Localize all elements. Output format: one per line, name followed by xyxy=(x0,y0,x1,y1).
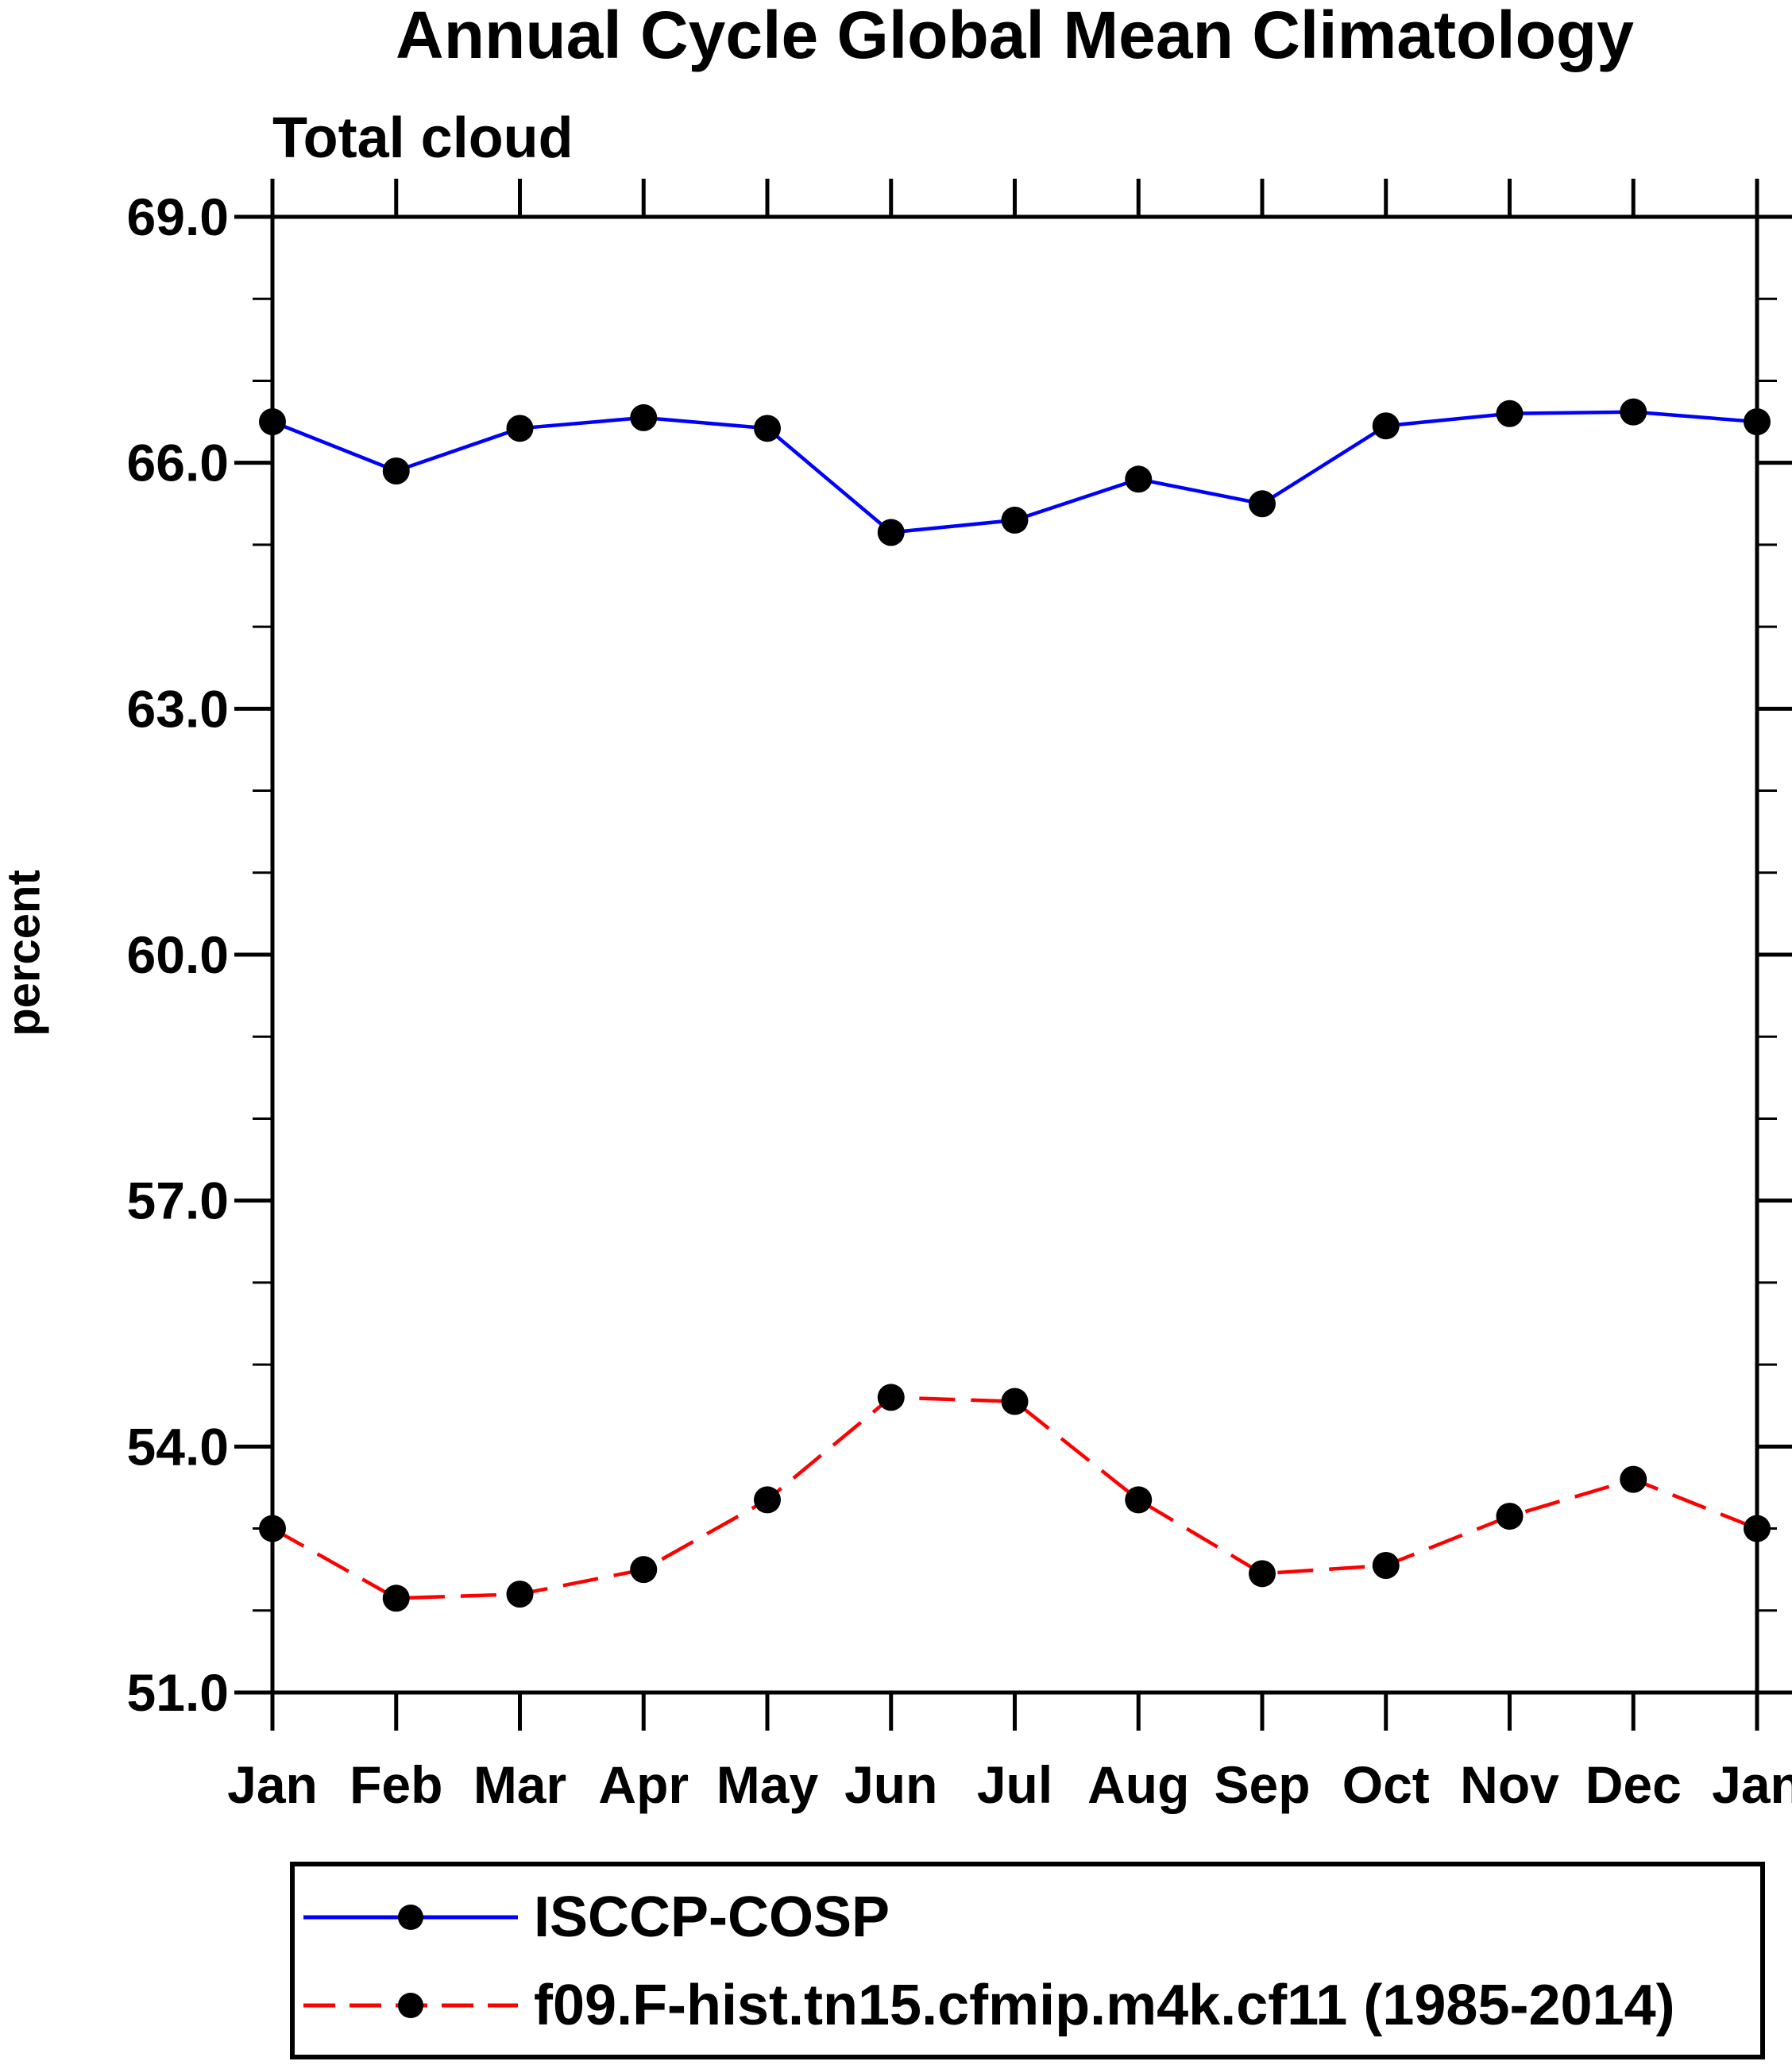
legend-marker xyxy=(398,1993,423,2018)
y-tick-label: 51.0 xyxy=(127,1663,229,1722)
y-tick-label: 63.0 xyxy=(127,679,229,738)
x-tick-label: Jan xyxy=(227,1755,318,1814)
legend-marker xyxy=(398,1905,423,1930)
x-tick-label: Jul xyxy=(977,1755,1052,1814)
data-point-marker xyxy=(1372,1552,1400,1580)
x-tick-label: Jun xyxy=(844,1755,937,1814)
y-tick-label: 54.0 xyxy=(127,1417,229,1476)
data-point-marker xyxy=(1496,1503,1524,1530)
data-point-marker xyxy=(1620,398,1647,426)
data-point-marker xyxy=(1744,408,1771,436)
x-tick-label: Apr xyxy=(598,1755,689,1814)
x-tick-label: Sep xyxy=(1214,1755,1310,1814)
x-tick-label: Dec xyxy=(1585,1755,1682,1814)
x-tick-label: Jan xyxy=(1712,1755,1792,1814)
data-point-marker xyxy=(1001,506,1029,534)
data-point-marker xyxy=(630,1556,658,1584)
chart-title: Annual Cycle Global Mean Climatology xyxy=(396,0,1634,72)
data-point-marker xyxy=(506,1581,534,1608)
data-point-marker xyxy=(1496,399,1524,427)
data-point-marker xyxy=(754,1486,781,1514)
data-point-marker xyxy=(1125,465,1153,493)
data-point-marker xyxy=(259,408,286,436)
legend-label: ISCCP-COSP xyxy=(534,1886,890,1949)
data-point-marker xyxy=(1372,412,1400,440)
series-line-f09.F-hist.tn15.cfmip.m4k.cf11 (1985-2014) xyxy=(271,1395,1758,1600)
data-point-marker xyxy=(877,519,905,546)
y-tick-label: 66.0 xyxy=(127,434,229,492)
x-tick-label: May xyxy=(716,1755,819,1814)
legend-sample-line xyxy=(303,1993,518,2018)
data-point-marker xyxy=(1249,490,1276,518)
legend-sample-line xyxy=(303,1905,518,1930)
data-point-marker xyxy=(1249,1560,1276,1588)
data-point-marker xyxy=(1744,1515,1771,1542)
x-tick-label: Aug xyxy=(1087,1755,1189,1814)
data-point-marker xyxy=(506,415,534,442)
legend-label: f09.F-hist.tn15.cfmip.m4k.cf11 (1985-201… xyxy=(534,1974,1675,2037)
legend-item: ISCCP-COSP xyxy=(301,1889,890,1946)
data-point-marker xyxy=(1125,1486,1153,1514)
legend-item: f09.F-hist.tn15.cfmip.m4k.cf11 (1985-201… xyxy=(301,1977,1675,2034)
data-point-marker xyxy=(1001,1388,1029,1415)
data-point-marker xyxy=(630,403,658,431)
data-point-marker xyxy=(754,415,781,442)
data-point-marker xyxy=(259,1515,286,1542)
data-point-marker xyxy=(877,1384,905,1411)
x-tick-label: Feb xyxy=(350,1755,442,1814)
x-tick-label: Oct xyxy=(1342,1755,1430,1814)
y-tick-label: 57.0 xyxy=(127,1171,229,1230)
data-point-marker xyxy=(382,457,410,484)
data-point-marker xyxy=(382,1584,410,1612)
y-tick-label: 69.0 xyxy=(127,187,229,246)
x-tick-label: Nov xyxy=(1460,1755,1559,1814)
data-point-marker xyxy=(1620,1465,1647,1493)
chart-subtitle: Total cloud xyxy=(272,106,574,170)
x-tick-label: Mar xyxy=(473,1755,566,1814)
legend: ISCCP-COSP f09.F-hist.tn15.cfmip.m4k.cf11… xyxy=(290,1862,1765,2059)
y-tick-label: 60.0 xyxy=(127,925,229,984)
